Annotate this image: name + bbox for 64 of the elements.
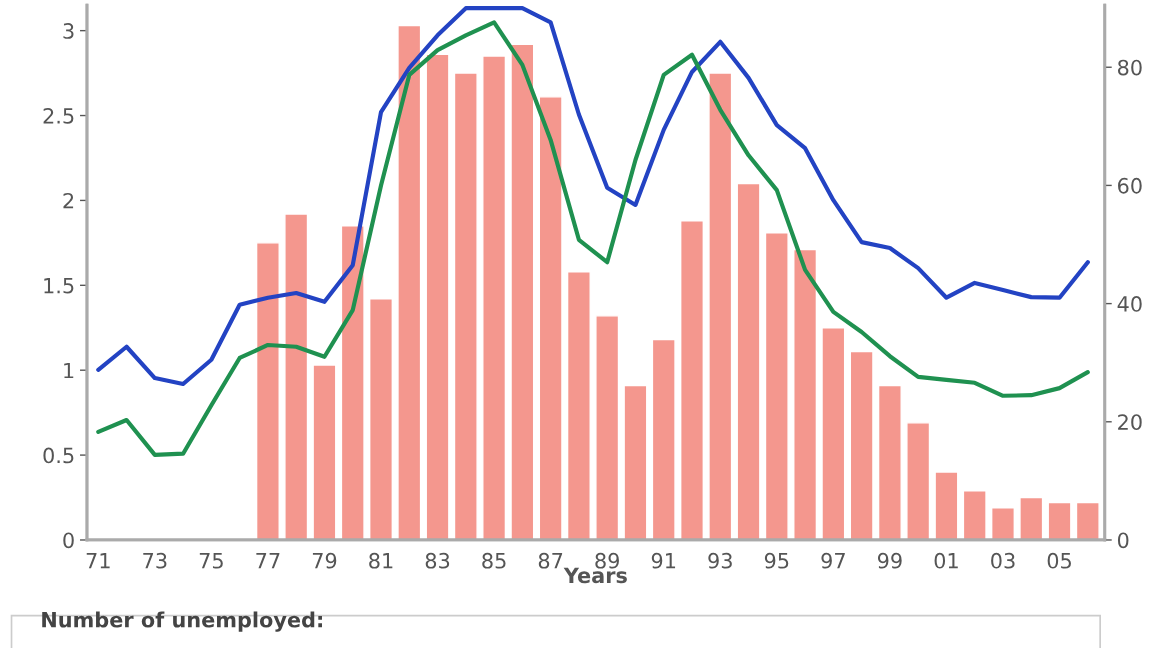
x-tick-label: 73 [143, 552, 167, 569]
bar [651, 338, 676, 540]
y-tick-label: 0.5 [43, 447, 74, 464]
bar [962, 490, 987, 540]
bar [1047, 501, 1072, 540]
x-tick-label: 83 [425, 552, 450, 569]
bar [1019, 496, 1044, 540]
y-tick-label: 2 [63, 192, 74, 209]
bar [397, 24, 422, 540]
bar [623, 384, 648, 540]
x-tick-label: 95 [764, 552, 789, 569]
bar [369, 298, 394, 540]
bar [906, 422, 931, 540]
bar [934, 471, 959, 540]
x-tick-label: 93 [708, 552, 732, 569]
x-tick-label: 01 [934, 552, 958, 569]
y-tick-label: 3 [63, 23, 74, 39]
bar [877, 384, 902, 540]
x-tick-label: 87 [538, 552, 563, 569]
y2-tick-label: 0 [1117, 532, 1129, 549]
bar [736, 182, 761, 540]
bar [566, 271, 591, 540]
y-tick-label: 1 [64, 362, 74, 379]
x-tick-label: 05 [1047, 552, 1071, 569]
bar [849, 350, 874, 540]
y2-tick-label: 20 [1118, 414, 1142, 430]
bar [1075, 501, 1100, 540]
bar [821, 327, 846, 540]
x-tick-label: 97 [821, 552, 845, 569]
bar [990, 507, 1015, 540]
line-series [96, 6, 1090, 387]
line-series [96, 20, 1090, 457]
bar [510, 43, 535, 540]
bar [708, 72, 733, 540]
bar [340, 225, 365, 540]
bar [453, 72, 478, 540]
x-tick-label: 89 [595, 552, 619, 569]
x-tick-label: 99 [877, 552, 902, 569]
x-tick-label: 79 [312, 552, 337, 569]
bar [538, 96, 563, 540]
x-tick-label: 75 [199, 553, 223, 569]
x-axis-title: Years [563, 567, 627, 584]
bar [482, 55, 507, 540]
bar [764, 231, 789, 540]
x-tick-label: 03 [991, 552, 1015, 569]
y-tick-label: 2.5 [43, 107, 74, 124]
bar [679, 220, 705, 540]
bar [425, 53, 450, 540]
text: Number of unemployed: [42, 611, 322, 632]
bar [312, 364, 337, 540]
y-tick-label: 1.5 [44, 278, 74, 294]
y-tick-label: 0 [63, 532, 74, 549]
x-tick-label: 71 [86, 553, 110, 569]
y2-tick-label: 60 [1118, 177, 1142, 194]
y2-tick-label: 40 [1117, 296, 1142, 312]
x-tick-label: 81 [369, 552, 393, 569]
x-tick-label: 91 [651, 552, 676, 569]
bar [284, 213, 309, 540]
x-tick-label: 85 [482, 552, 506, 569]
bar [595, 315, 620, 540]
y2-tick-label: 80 [1117, 59, 1142, 76]
x-tick-label: 77 [256, 553, 280, 569]
bar [255, 242, 280, 540]
bar [793, 248, 818, 540]
